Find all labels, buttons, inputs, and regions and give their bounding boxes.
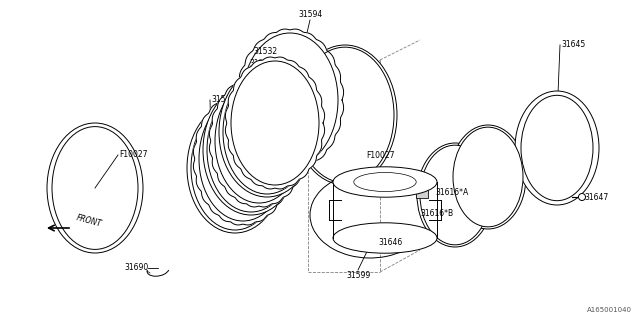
Circle shape (579, 194, 586, 201)
Ellipse shape (223, 70, 311, 194)
Polygon shape (193, 93, 292, 225)
Polygon shape (225, 57, 324, 189)
Ellipse shape (219, 67, 315, 197)
Ellipse shape (187, 103, 283, 233)
Ellipse shape (417, 143, 493, 247)
Ellipse shape (199, 97, 287, 221)
Ellipse shape (450, 125, 526, 229)
Text: F10027: F10027 (366, 150, 394, 159)
Text: A165001040: A165001040 (587, 307, 632, 313)
Ellipse shape (333, 223, 437, 253)
Ellipse shape (521, 95, 593, 201)
Text: 31646: 31646 (379, 238, 403, 247)
Text: 31616*A: 31616*A (436, 188, 469, 196)
Polygon shape (236, 29, 344, 171)
Ellipse shape (515, 91, 599, 205)
Ellipse shape (215, 79, 303, 203)
Ellipse shape (293, 45, 397, 185)
Text: F10027: F10027 (119, 149, 147, 158)
Ellipse shape (207, 88, 295, 212)
Text: 31594: 31594 (299, 10, 323, 19)
Ellipse shape (47, 123, 143, 253)
Text: 31690: 31690 (125, 262, 149, 271)
Text: 31647: 31647 (584, 193, 608, 202)
Ellipse shape (420, 145, 490, 245)
Ellipse shape (191, 106, 279, 230)
Ellipse shape (453, 127, 523, 227)
Text: 31567: 31567 (211, 94, 236, 103)
Ellipse shape (52, 127, 138, 249)
Bar (416, 189, 428, 197)
Text: 31645: 31645 (561, 39, 585, 49)
Text: 31532: 31532 (245, 69, 269, 78)
Ellipse shape (242, 33, 338, 167)
Ellipse shape (203, 85, 299, 215)
Text: 31536: 31536 (265, 171, 289, 180)
Ellipse shape (296, 47, 394, 183)
Text: 31599: 31599 (347, 271, 371, 280)
Ellipse shape (231, 61, 319, 185)
Polygon shape (209, 75, 308, 207)
Text: 31532: 31532 (253, 46, 277, 55)
Ellipse shape (333, 167, 437, 197)
Bar (416, 233, 428, 241)
Text: FRONT: FRONT (75, 213, 102, 229)
Text: 31536: 31536 (274, 157, 298, 166)
Text: 31616*B: 31616*B (421, 209, 454, 218)
Text: 31532: 31532 (249, 59, 273, 68)
